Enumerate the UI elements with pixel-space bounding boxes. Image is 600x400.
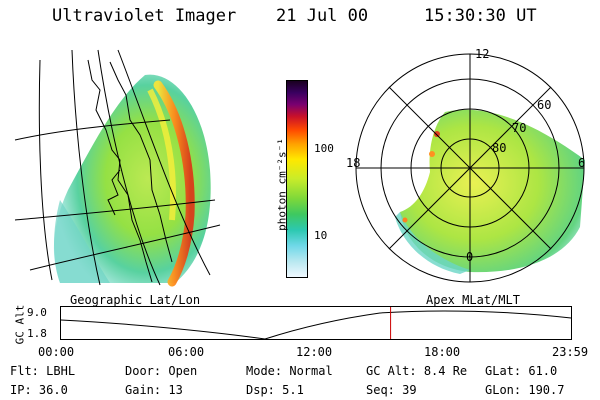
colorbar-unit-label: photon cm⁻²s⁻¹ — [275, 138, 289, 231]
image-date: 21 Jul 00 — [276, 6, 369, 26]
gcalt-info: GC Alt: 8.4 Re — [366, 364, 468, 378]
glon-info: GLon: 190.7 — [485, 383, 565, 397]
mlt-label-6: 6 — [578, 156, 586, 170]
mlt-label-12: 12 — [475, 47, 490, 61]
filter-info: Flt: LBHL — [10, 364, 76, 378]
timeline-xtick-0: 00:00 — [38, 345, 75, 359]
left-map-label: Geographic Lat/Lon — [70, 293, 201, 307]
timeline-xtick-2: 12:00 — [296, 345, 333, 359]
lat-label-80: 80 — [492, 141, 507, 155]
ip-info: IP: 36.0 — [10, 383, 68, 397]
seq-info: Seq: 39 — [366, 383, 417, 397]
mlt-label-18: 18 — [346, 156, 361, 170]
colorbar-tick-10: 10 — [314, 229, 328, 242]
timeline-ylabel: GC Alt — [13, 304, 27, 345]
image-time: 15:30:30 UT — [424, 6, 537, 26]
door-info: Door: Open — [125, 364, 198, 378]
dsp-info: Dsp: 5.1 — [246, 383, 304, 397]
colorbar — [286, 80, 308, 278]
mode-info: Mode: Normal — [246, 364, 333, 378]
right-map-label: Apex MLat/MLT — [426, 293, 520, 307]
timeline-ytick-bottom: 1.8 — [27, 327, 47, 340]
lat-label-60: 60 — [537, 98, 552, 112]
timeline-xtick-3: 18:00 — [424, 345, 461, 359]
glat-info: GLat: 61.0 — [485, 364, 558, 378]
polar-map — [355, 53, 585, 283]
timeline-xtick-4: 23:59 — [552, 345, 589, 359]
altitude-timeline — [60, 306, 572, 340]
mlt-label-0: 0 — [466, 250, 474, 264]
timeline-ytick-top: 9.0 — [27, 306, 47, 319]
geographic-map — [14, 49, 221, 287]
app-title: Ultraviolet Imager — [52, 6, 237, 26]
gain-info: Gain: 13 — [125, 383, 183, 397]
colorbar-tick-100: 100 — [314, 142, 334, 155]
lat-label-70: 70 — [512, 121, 527, 135]
timeline-xtick-1: 06:00 — [168, 345, 205, 359]
